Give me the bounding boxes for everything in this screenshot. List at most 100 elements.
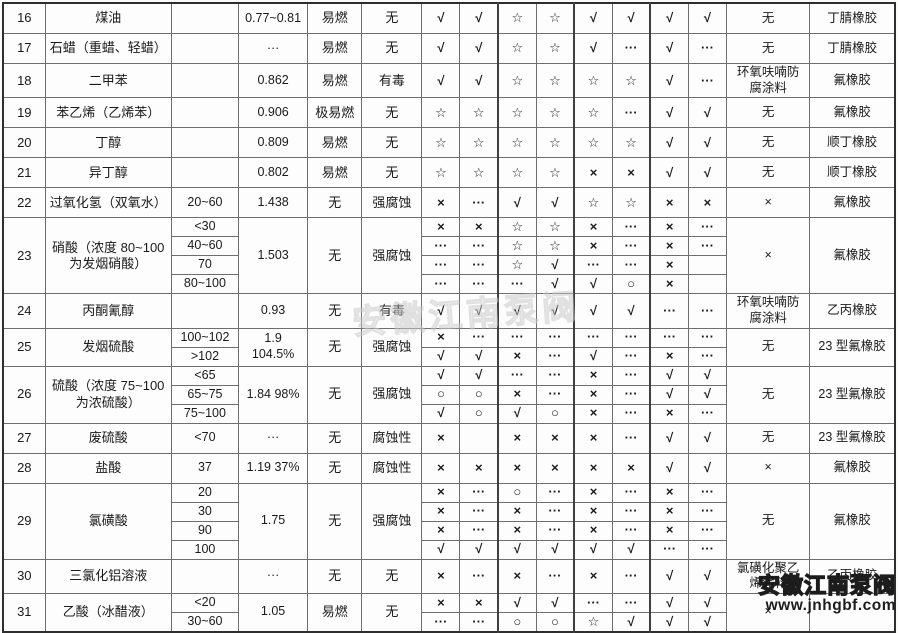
toxicity-value: 腐蚀性: [361, 422, 423, 454]
compatibility-symbol: √: [421, 33, 461, 64]
compatibility-symbol: ···: [459, 558, 499, 594]
concentration-value: 90: [170, 520, 240, 541]
compatibility-symbol: ×: [649, 403, 689, 424]
compatibility-symbol: ×: [421, 592, 461, 613]
compatibility-symbol: ···: [535, 384, 575, 405]
compatibility-symbol: ···: [535, 520, 575, 541]
compatibility-symbol: √: [459, 293, 499, 329]
compatibility-symbol: √: [687, 611, 728, 633]
compatibility-symbol: ×: [497, 346, 537, 367]
compatibility-symbol: ☆: [535, 157, 575, 189]
compatibility-symbol: ···: [459, 236, 499, 257]
compatibility-symbol: ×: [573, 236, 613, 257]
table-row: 65~75 ○ ○ × ··· × ··· √ √: [3, 384, 895, 405]
compatibility-symbol: √: [687, 452, 728, 484]
compatibility-symbol: √: [497, 539, 537, 560]
compatibility-symbol: ···: [459, 274, 499, 295]
material-value: 丁腈橡胶: [809, 2, 896, 34]
compatibility-symbol: ···: [535, 346, 575, 367]
compatibility-symbol: ×: [649, 482, 689, 503]
concentration-value: [170, 2, 240, 34]
row-number: 27: [2, 422, 46, 454]
row-number: 18: [2, 62, 46, 99]
table-row: 17 石蜡（重蜡、轻蜡） ··· 易燃无 √ √ ☆ ☆ √ ··· √ ··· 无丁腈橡胶: [2, 33, 896, 64]
compatibility-symbol: √: [573, 293, 613, 329]
row-number: 22: [2, 187, 46, 219]
compatibility-symbol: ☆: [459, 127, 499, 159]
compatibility-symbol: ×: [535, 422, 575, 454]
compatibility-symbol: √: [459, 365, 499, 386]
table-row: 23 硝酸（浓度 80~100 为发烟硝酸） <30 1.503 无强腐蚀 × × ☆ ☆ × ··…: [2, 217, 896, 295]
compatibility-symbol: ···: [649, 539, 689, 560]
compatibility-symbol: √: [611, 2, 651, 34]
compatibility-symbol: ×: [649, 187, 689, 219]
concentration-value: <65: [170, 365, 240, 386]
table-row: 25 发烟硫酸 100~102 1.9 104.5% 无强腐蚀 × ··· ··· ··· ···…: [2, 327, 896, 367]
material-value: 乙丙橡胶: [809, 558, 896, 594]
concentration-value: [170, 62, 240, 99]
material-value: 顺丁橡胶: [809, 127, 896, 159]
chemical-name: 丙酮氰醇: [44, 293, 172, 329]
material-value: 氟橡胶: [809, 482, 896, 560]
compatibility-symbol: ☆: [573, 187, 613, 219]
compatibility-symbol: ○: [459, 384, 499, 405]
material-value: 氟橡胶: [809, 97, 896, 129]
density-value: 0.77~0.81: [238, 2, 309, 34]
coating-value: 无: [726, 33, 811, 64]
compatibility-symbol: √: [649, 592, 689, 613]
compatibility-symbol: ···: [573, 327, 613, 348]
compatibility-symbol: ×: [459, 217, 499, 238]
compatibility-symbol: ×: [497, 558, 537, 594]
compatibility-symbol: ×: [421, 327, 461, 348]
compatibility-symbol: ○: [497, 482, 537, 503]
compatibility-symbol: ···: [611, 255, 651, 276]
concentration-value: 65~75: [170, 384, 240, 405]
coating-value: 氯磺化聚乙烯涂料: [726, 558, 811, 594]
compatibility-symbol: √: [497, 187, 537, 219]
compatibility-symbol: ···: [611, 422, 651, 454]
coating-value: ×: [726, 592, 811, 633]
compatibility-symbol: ×: [573, 157, 613, 189]
material-value: 丁腈橡胶: [809, 33, 896, 64]
compatibility-symbol: √: [421, 293, 461, 329]
toxicity-value: 无: [361, 2, 423, 34]
flammability-value: 易燃: [307, 592, 363, 633]
material-value: 顺丁橡胶: [809, 157, 896, 189]
concentration-value: 70: [170, 255, 240, 276]
compatibility-symbol: ×: [497, 520, 537, 541]
compatibility-symbol: √: [649, 157, 689, 189]
compatibility-symbol: ···: [459, 327, 499, 348]
flammability-value: 无: [307, 187, 363, 219]
coating-value: 环氧呋喃防腐涂料: [726, 62, 811, 99]
compatibility-symbol: ×: [421, 482, 461, 503]
material-value: 氟橡胶: [809, 62, 896, 99]
compatibility-symbol: √: [535, 539, 575, 560]
flammability-value: 无: [307, 293, 363, 329]
compatibility-symbol: ···: [573, 255, 613, 276]
material-value: 23 型氟橡胶: [809, 422, 896, 454]
coating-value: ×: [726, 217, 811, 295]
compatibility-symbol: ···: [497, 365, 537, 386]
flammability-value: 无: [307, 217, 363, 295]
material-value: 氟橡胶: [809, 217, 896, 295]
compatibility-symbol: ☆: [535, 236, 575, 257]
coating-value: 无: [726, 2, 811, 34]
compatibility-symbol: ×: [459, 592, 499, 613]
row-number: 28: [2, 452, 46, 484]
compatibility-symbol: √: [687, 558, 728, 594]
compatibility-symbol: ···: [421, 274, 461, 295]
table-row: 28 盐酸 37 1.19 37% 无腐蚀性 × × × × × × √ √ × 氟橡胶: [2, 452, 896, 484]
chemical-name: 苯乙烯（乙烯苯）: [44, 97, 172, 129]
compatibility-symbol: √: [421, 2, 461, 34]
chemical-name: 三氯化铝溶液: [44, 558, 172, 594]
flammability-value: 易燃: [307, 33, 363, 64]
coating-value: ×: [726, 187, 811, 219]
concentration-value: [170, 97, 240, 129]
compatibility-symbol: ···: [535, 365, 575, 386]
compatibility-symbol: ×: [573, 482, 613, 503]
compatibility-symbol: ☆: [611, 62, 651, 99]
chemical-name: 丁醇: [44, 127, 172, 159]
table-row: 40~60 ··· ··· ☆ ☆ × ··· × ···: [3, 236, 895, 257]
compatibility-symbol: √: [649, 611, 689, 633]
compatibility-symbol: ···: [687, 539, 728, 560]
